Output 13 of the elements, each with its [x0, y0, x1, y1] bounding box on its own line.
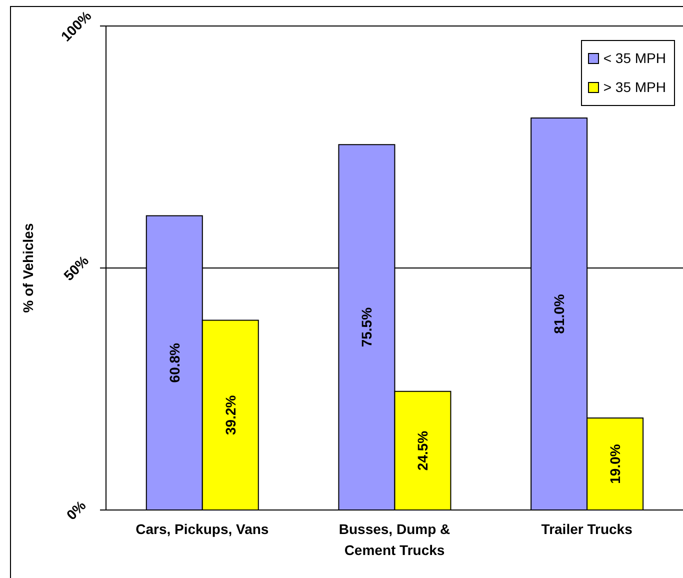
y-axis-title: % of Vehicles — [20, 223, 36, 313]
legend-label: < 35 MPH — [603, 49, 666, 68]
data-label: 81.0% — [551, 294, 568, 334]
legend-label: > 35 MPH — [603, 78, 666, 97]
x-tick-label: Cars, Pickups, Vans — [136, 521, 269, 537]
x-tick-label: Busses, Dump & Cement Trucks — [338, 521, 450, 558]
data-label: 24.5% — [414, 430, 431, 471]
data-label: 19.0% — [607, 444, 624, 484]
data-label: 39.2% — [222, 394, 238, 435]
data-label: 75.5% — [358, 306, 375, 348]
x-tick-label: Trailer Trucks — [541, 521, 633, 537]
y-tick-label: 0% — [63, 496, 90, 523]
data-label: 60.8% — [166, 342, 182, 383]
